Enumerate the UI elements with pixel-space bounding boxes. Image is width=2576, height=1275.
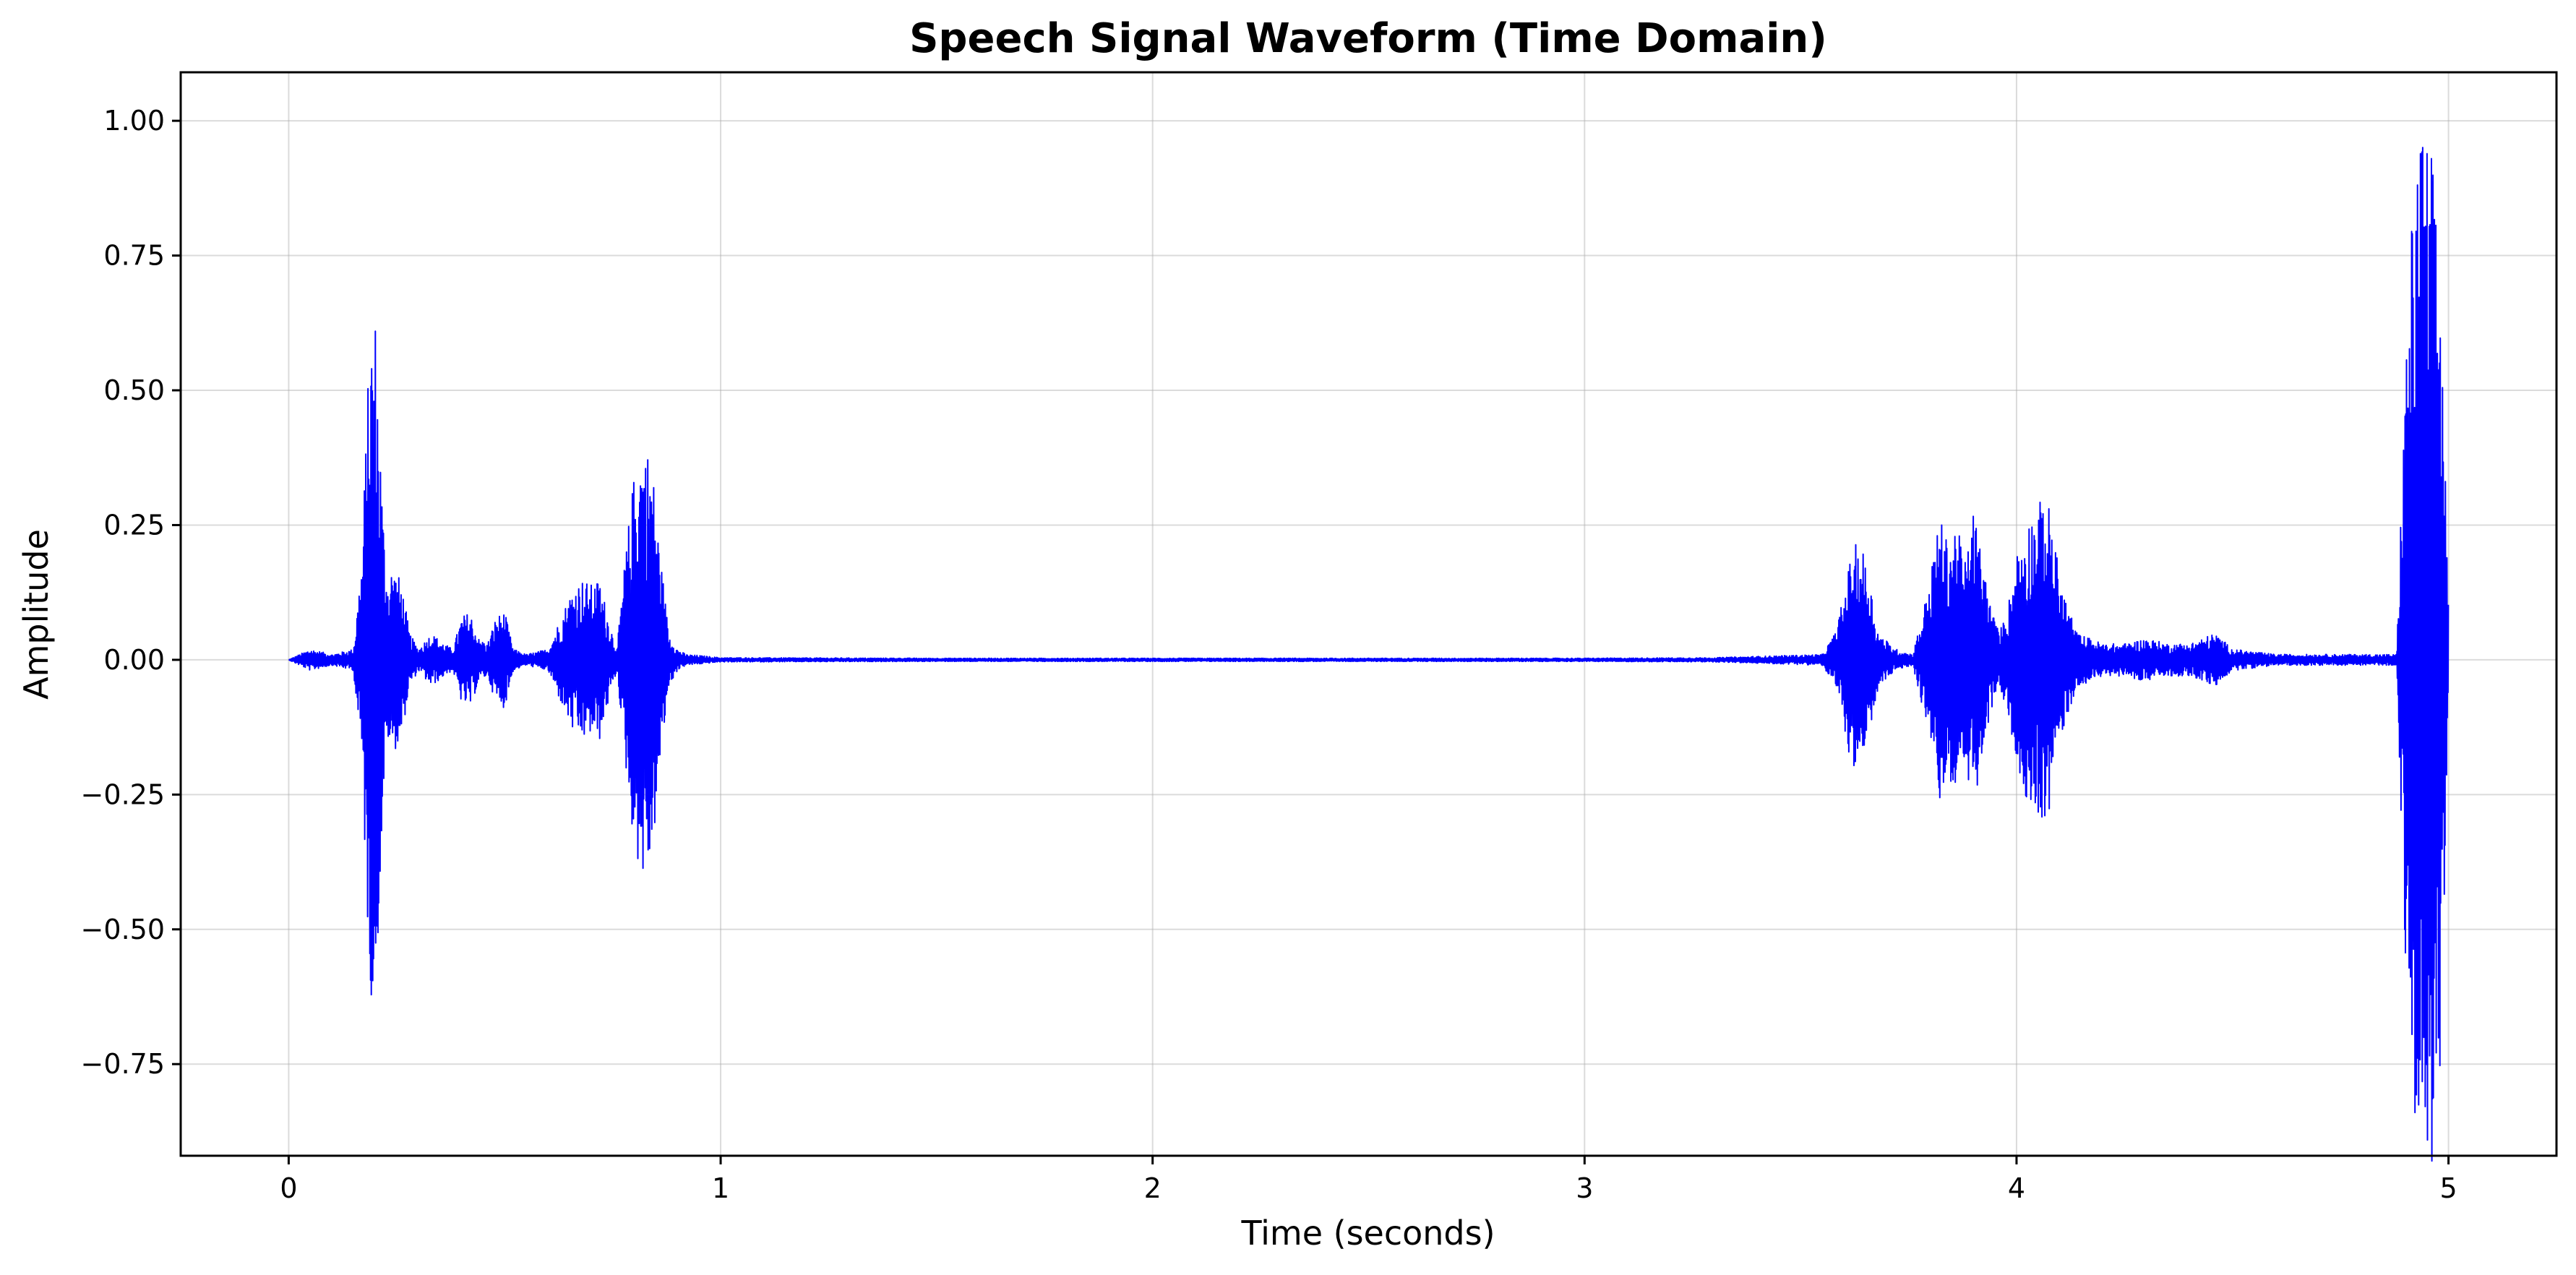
x-tick-label: 2 xyxy=(1144,1172,1162,1204)
waveform-line xyxy=(288,147,2450,1162)
y-tick-label: 0.00 xyxy=(103,644,165,676)
x-tick-label: 3 xyxy=(1576,1172,1593,1204)
y-tick-label: −0.50 xyxy=(81,914,165,945)
x-tick-label: 4 xyxy=(2008,1172,2025,1204)
y-tick-label: 0.75 xyxy=(103,240,165,272)
y-axis-ticks: 1.00 0.75 0.50 0.25 0.00 −0.25 −0.50 −0.75 xyxy=(81,105,181,1080)
plot-frame xyxy=(179,71,2558,1157)
x-tick-label: 5 xyxy=(2439,1172,2457,1204)
y-tick-label: 0.25 xyxy=(103,509,165,541)
x-tick-label: 0 xyxy=(280,1172,297,1204)
y-tick-label: 0.50 xyxy=(103,374,165,406)
y-tick-label: −0.25 xyxy=(81,778,165,810)
y-tick-label: −0.75 xyxy=(81,1048,165,1080)
waveform-series xyxy=(288,147,2450,1162)
x-axis-label: Time (seconds) xyxy=(1240,1214,1495,1253)
chart-title: Speech Signal Waveform (Time Domain) xyxy=(909,15,1827,62)
y-tick-label: 1.00 xyxy=(103,105,165,137)
y-axis-label: Amplitude xyxy=(17,529,56,700)
x-axis-ticks: 0 1 2 3 4 5 xyxy=(280,1156,2457,1204)
x-tick-label: 1 xyxy=(712,1172,729,1204)
